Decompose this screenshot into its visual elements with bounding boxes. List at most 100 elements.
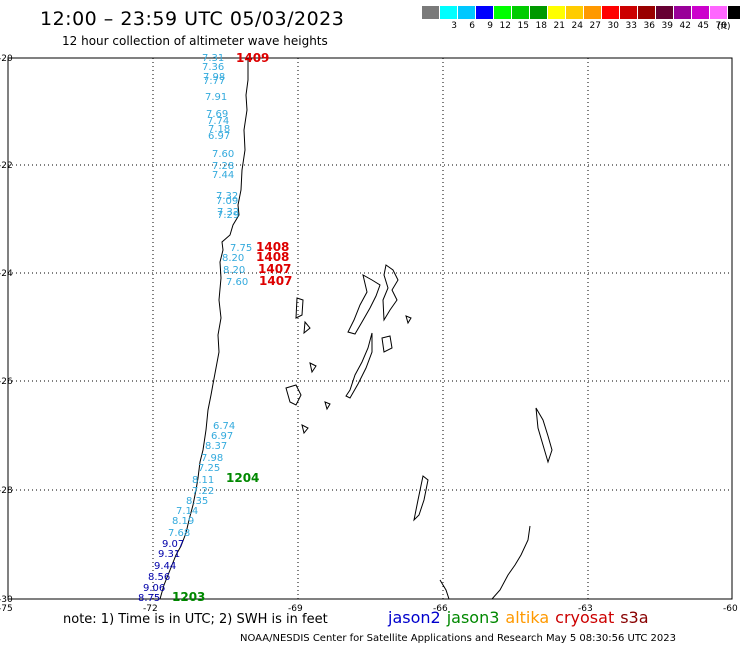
colorbar-label: 36 — [643, 21, 655, 31]
lon-label: -60 — [723, 604, 738, 614]
wave-height-value: 7.60 — [212, 149, 234, 160]
inland-features — [285, 264, 553, 600]
wave-height-value: 6.97 — [211, 431, 233, 442]
wave-height-value: 8.20 — [223, 265, 245, 276]
map-subtitle: 12 hour collection of altimeter wave hei… — [62, 34, 328, 48]
wave-height-value: 7.91 — [205, 92, 227, 103]
colorbar-swatch: 27 — [584, 6, 602, 31]
lon-label: -66 — [433, 604, 448, 614]
map-title: 12:00 – 23:59 UTC 05/03/2023 — [40, 8, 345, 30]
wave-height-value: 6.97 — [208, 131, 230, 142]
wave-height-value: 9.06 — [143, 583, 165, 594]
lat-label: -24 — [0, 269, 13, 279]
pass-time-label: 1203 — [172, 590, 205, 604]
colorbar-swatch: 70 — [710, 6, 728, 31]
colorbar-label: 15 — [517, 21, 529, 31]
wave-height-value: 7.77 — [203, 76, 225, 87]
colorbar-label: 39 — [661, 21, 673, 31]
colorbar: 3 6 9 12 15 18 21 24 27 30 33 36 39 42 45 70 — [422, 6, 740, 31]
colorbar-label: 6 — [469, 21, 475, 31]
wave-height-value: 7.36 — [202, 62, 224, 73]
colorbar-label: 33 — [625, 21, 637, 31]
wave-height-value: 7.32 — [217, 207, 239, 218]
wave-height-value: 8.37 — [205, 441, 227, 452]
wave-height-value: 7.18 — [208, 124, 230, 135]
colorbar-swatch: 30 — [602, 6, 620, 31]
colorbar-swatch: 6 — [458, 6, 476, 31]
colorbar-swatch: 9 — [476, 6, 494, 31]
colorbar-label: 21 — [553, 21, 565, 31]
wave-height-value: 7.32 — [216, 191, 238, 202]
lon-label: -72 — [143, 604, 158, 614]
pass-time-label: 1408 — [256, 250, 289, 264]
lon-labels: -75 -72 -69 -66 -63 -60 — [0, 604, 738, 614]
satellite-legend: jason2 jason3 altika cryosat s3a — [388, 608, 655, 627]
pass-time-label: 1407 — [259, 274, 292, 288]
legend-jason3: jason3 — [446, 608, 500, 627]
colorbar-swatch: 33 — [620, 6, 638, 31]
pass-time-label: 1204 — [226, 471, 259, 485]
lat-label: -30 — [0, 595, 13, 605]
lon-label: -63 — [578, 604, 593, 614]
wave-height-value: 7.98 — [201, 453, 223, 464]
colorbar-swatch — [422, 6, 440, 19]
wave-height-value: 7.14 — [176, 506, 198, 517]
legend-jason2: jason2 — [388, 608, 441, 627]
colorbar-label: 3 — [451, 21, 457, 31]
colorbar-label: 9 — [487, 21, 493, 31]
colorbar-swatch: 21 — [548, 6, 566, 31]
wave-height-value: 8.56 — [148, 572, 170, 583]
wave-height-value: 7.29 — [217, 210, 239, 221]
colorbar-label: 42 — [679, 21, 691, 31]
wave-height-value: 9.07 — [162, 539, 184, 550]
colorbar-label: 24 — [571, 21, 583, 31]
colorbar-label: 18 — [535, 21, 547, 31]
colorbar-swatch: 15 — [512, 6, 530, 31]
wave-height-value: 8.20 — [222, 253, 244, 264]
wave-height-value: 7.75 — [230, 243, 252, 254]
colorbar-swatch: 12 — [494, 6, 512, 31]
wave-height-value: 9.44 — [154, 561, 176, 572]
lat-label: -22 — [0, 161, 13, 171]
lon-label: -75 — [0, 604, 13, 614]
colorbar-label: 27 — [589, 21, 601, 31]
wave-height-value: 7.25 — [198, 463, 220, 474]
legend-cryosat: cryosat — [555, 608, 615, 627]
colorbar-swatch: 45 — [692, 6, 710, 31]
colorbar-label: 12 — [499, 21, 511, 31]
graticule — [8, 58, 732, 599]
colorbar-swatch — [728, 6, 740, 19]
wave-height-value: 6.74 — [213, 421, 235, 432]
pass-time-label: 1408 — [256, 240, 289, 254]
wave-height-value: 7.98 — [203, 72, 225, 83]
wave-height-value: 7.60 — [226, 277, 248, 288]
wave-height-value: 7.31 — [202, 53, 224, 64]
colorbar-swatch: 42 — [674, 6, 692, 31]
lat-labels: -20 -22 -24 -26 -28 -30 — [0, 54, 13, 605]
wave-height-value: 7.74 — [207, 116, 229, 127]
colorbar-swatch: 3 — [440, 6, 458, 31]
wave-height-value: 7.44 — [212, 170, 234, 181]
wave-height-value: 8.35 — [186, 496, 208, 507]
lat-label: -26 — [0, 377, 13, 387]
satellite-tracks: 7.317.367.987.777.917.697.747.186.977.60… — [138, 51, 292, 604]
wave-height-value: 7.22 — [192, 486, 214, 497]
colorbar-swatch: 36 — [638, 6, 656, 31]
wave-height-value: 7.28 — [212, 161, 234, 172]
wave-height-value: 9.31 — [158, 549, 180, 560]
wave-height-value: 7.69 — [206, 109, 228, 120]
legend-altika: altika — [505, 608, 550, 627]
wave-height-value: 8.75 — [138, 593, 160, 604]
wave-height-value: 7.68 — [168, 528, 190, 539]
wave-height-value: 7.09 — [216, 196, 238, 207]
colorbar-swatch: 18 — [530, 6, 548, 31]
legend-s3a: s3a — [620, 608, 649, 627]
wave-height-value: 8.19 — [172, 516, 194, 527]
lat-label: -28 — [0, 486, 13, 496]
pass-time-label: 1407 — [258, 262, 291, 276]
map-note: note: 1) Time is in UTC; 2) SWH is in fe… — [63, 612, 328, 627]
colorbar-label: 30 — [607, 21, 619, 31]
credit-line: NOAA/NESDIS Center for Satellite Applica… — [240, 633, 676, 644]
colorbar-label: 70 — [715, 21, 727, 31]
